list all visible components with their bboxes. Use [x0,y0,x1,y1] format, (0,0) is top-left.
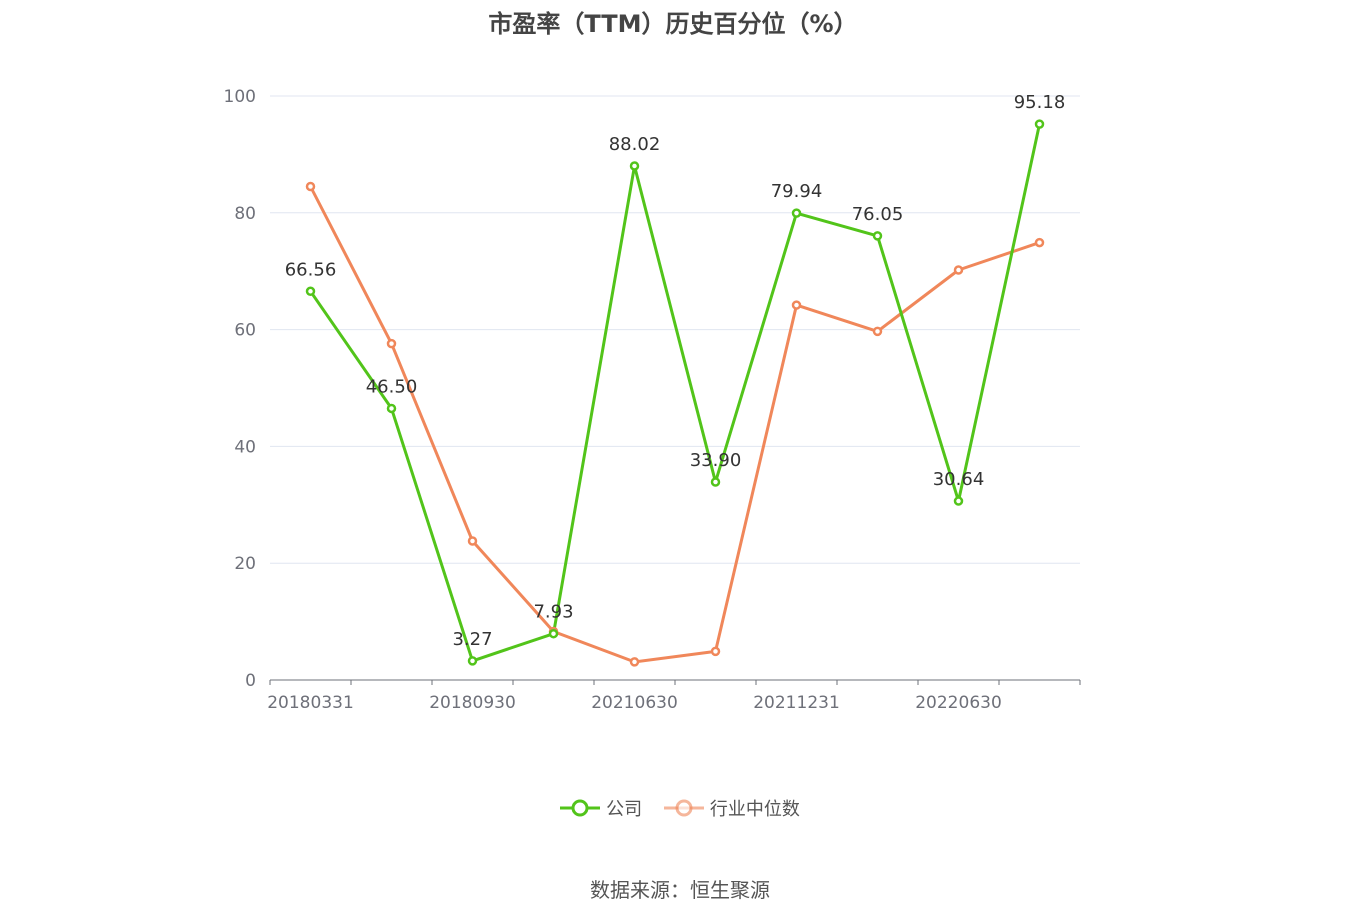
data-label-3: 7.93 [533,602,573,623]
point-s0-9 [1034,119,1045,129]
data-label-4: 88.02 [609,134,661,155]
data-label-0: 66.56 [285,259,337,280]
point-s0-8 [953,496,964,506]
x-tick-label-20180930: 20180930 [429,693,516,713]
legend-company-line-icon [560,799,601,817]
point-s1-1 [386,338,397,349]
y-tick-label-100: 100 [224,87,256,107]
point-s0-0 [305,286,316,297]
chart-title: 市盈率（TTM）历史百分位（%） [488,10,858,38]
x-tick-label-20210630: 20210630 [591,693,678,713]
point-s0-4 [629,161,640,171]
data-labels: 66.56 46.50 3.27 7.93 88.02 33.90 79.94 76.05 30… [285,92,1066,650]
point-s0-3 [548,628,559,639]
point-s1-0 [305,181,316,192]
y-tick-label-60: 60 [234,321,256,341]
x-tick-label-20180331: 20180331 [267,693,354,713]
series-line-0 [309,123,1041,663]
data-label-9: 95.18 [1014,92,1066,113]
y-tick-label-40: 40 [234,437,256,457]
legend-label-industry-median: 行业中位数 [709,799,800,820]
line-chart: 0 20 40 60 80 100 20180331 20180930 20210630 2021… [224,87,1081,713]
data-label-6: 79.94 [771,181,823,202]
point-s0-5 [710,477,721,487]
x-tick-label-20211231: 20211231 [753,693,840,713]
point-s1-8 [953,265,964,275]
legend-item-company[interactable]: 公司 [560,795,642,821]
legend-item-industry-median[interactable]: 行业中位数 [663,795,800,821]
series-lines [309,123,1041,664]
point-s1-4 [629,657,640,667]
series-line-1 [309,185,1040,664]
point-s0-7 [872,231,883,241]
point-s1-2 [467,536,478,546]
data-source: 数据来源：恒生聚源 [590,878,770,902]
x-tick-label-20220630: 20220630 [915,693,1002,713]
point-s1-5 [710,646,721,657]
data-points [305,119,1045,667]
data-label-1: 46.50 [366,376,418,397]
point-s1-9 [1034,237,1045,248]
point-s1-6 [791,300,802,310]
point-s0-1 [386,403,397,414]
legend-industry-line-icon [663,799,704,817]
data-label-8: 30.64 [933,469,985,490]
y-tick-label-20: 20 [234,554,256,574]
data-label-5: 33.90 [690,450,742,471]
y-tick-label-0: 0 [245,671,256,691]
legend: 公司 行业中位数 [0,795,1360,823]
data-label-2: 3.27 [452,629,492,650]
point-s0-6 [791,208,802,218]
legend-label-company: 公司 [606,799,643,820]
data-label-7: 76.05 [852,204,904,225]
y-tick-label-80: 80 [234,204,256,224]
point-s1-7 [872,326,883,337]
axes: 0 20 40 60 80 100 20180331 20180930 20210630 2021… [224,87,1081,713]
point-s0-2 [467,656,478,666]
